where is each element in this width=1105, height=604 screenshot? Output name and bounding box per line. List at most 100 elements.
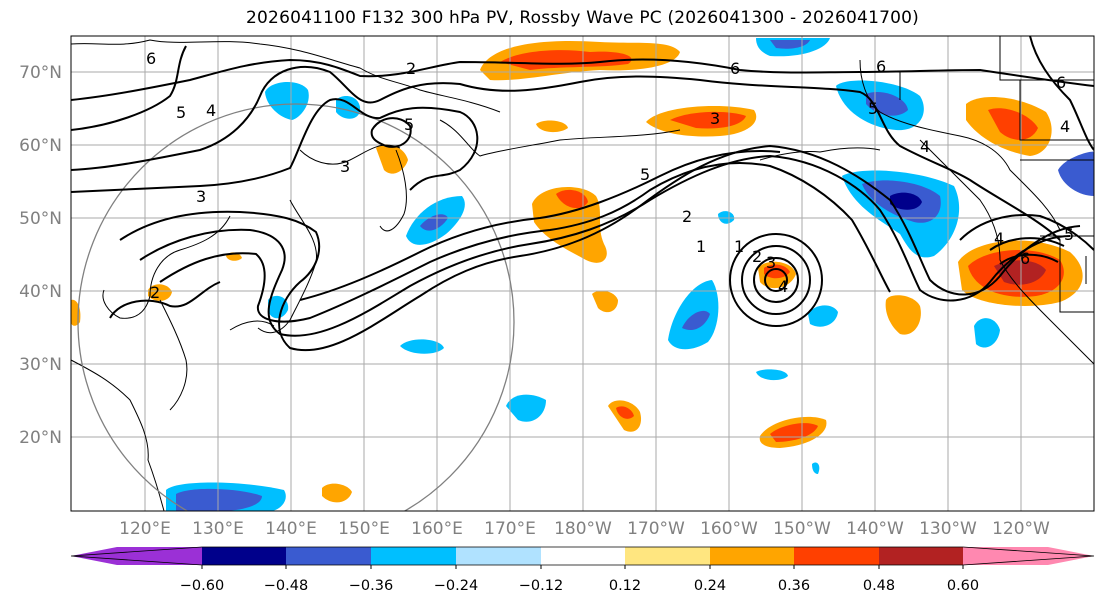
contour-label: 3 (340, 157, 350, 176)
colorbar-tick-label: −0.48 (264, 578, 308, 594)
negative-anomaly (1058, 151, 1094, 196)
contour-label: 6 (1056, 73, 1066, 92)
negative-anomaly (176, 488, 262, 511)
colorbar-tick-label: −0.12 (519, 578, 563, 594)
positive-anomaly (500, 50, 632, 70)
contour-label: 2 (150, 283, 160, 302)
lat-label: 40°N (19, 282, 62, 302)
lon-label: 140°W (846, 519, 904, 539)
lat-label: 50°N (19, 209, 62, 229)
colorbar-segment (879, 547, 963, 565)
contour-label: 5 (868, 99, 878, 118)
negative-anomaly (682, 310, 710, 331)
positive-anomaly (148, 284, 172, 301)
negative-anomaly (812, 462, 820, 474)
colorbar-segment (456, 547, 541, 565)
lon-label: 130°W (919, 519, 977, 539)
colorbar-segment (286, 547, 371, 565)
contour-labels: 6 5 4 2 3 6 6 5 5 4 3 3 5 2 1 1 2 3 4 2 … (146, 49, 1074, 302)
contour-label: 5 (404, 115, 414, 134)
colorbar-segment (963, 547, 1094, 565)
contour-label: 6 (146, 49, 156, 68)
lat-label: 30°N (19, 355, 62, 375)
negative-anomaly (718, 211, 735, 224)
contour-label: 1 (734, 237, 744, 256)
contour-label: 3 (710, 109, 720, 128)
negative-anomaly (336, 96, 361, 119)
contour-label: 3 (766, 253, 776, 272)
contour-label: 4 (206, 101, 216, 120)
lon-label: 160°E (411, 519, 463, 539)
contour-label: 4 (1060, 117, 1070, 136)
positive-anomaly (592, 290, 618, 313)
colorbar-tick-label: −0.24 (434, 578, 478, 594)
contour-label: 1 (696, 237, 706, 256)
longitude-axis: 120°E 130°E 140°E 150°E 160°E 170°E 180°… (119, 519, 1050, 539)
negative-anomaly (770, 40, 810, 49)
positive-anomaly (988, 108, 1038, 140)
colorbar-segment (71, 547, 202, 565)
colorbar-segment (541, 547, 625, 565)
negative-anomaly (506, 394, 546, 422)
lat-label: 70°N (19, 63, 62, 83)
contour-label: 5 (1064, 225, 1074, 244)
negative-anomaly (268, 295, 289, 319)
colorbar-ticks: −0.60 −0.48 −0.36 −0.24 −0.12 0.12 0.24 … (180, 578, 979, 594)
colorbar-tick-label: 0.36 (778, 578, 810, 594)
colorbar-segment (710, 547, 794, 565)
colorbar-tick-label: −0.60 (180, 578, 224, 594)
positive-anomaly (885, 295, 921, 335)
contour-label: 5 (176, 103, 186, 122)
colorbar-tick-label: 0.12 (609, 578, 641, 594)
colorbar-segment (202, 547, 286, 565)
positive-anomaly (536, 120, 568, 133)
colorbar-segment (794, 547, 879, 565)
lat-label: 60°N (19, 136, 62, 156)
negative-anomaly (265, 81, 309, 120)
colorbar (70, 546, 1095, 569)
colorbar-segment (625, 547, 710, 565)
positive-anomaly (376, 144, 408, 174)
lon-label: 120°W (992, 519, 1050, 539)
lon-label: 170°W (627, 519, 685, 539)
contour-label: 5 (640, 165, 650, 184)
negative-anomaly (974, 318, 1000, 348)
graticule (71, 36, 1094, 511)
pv-anomaly-shading (71, 38, 1094, 511)
colorbar-tick-label: 0.60 (947, 578, 979, 594)
colorbar-segment (371, 547, 456, 565)
negative-anomaly (756, 369, 788, 381)
contour-label: 2 (752, 247, 762, 266)
map-content: 6 5 4 2 3 6 6 5 5 4 3 3 5 2 1 1 2 3 4 2 … (71, 36, 1094, 511)
map-frame (70, 35, 1095, 512)
contour-label: 3 (196, 187, 206, 206)
lon-label: 160°W (700, 519, 758, 539)
contour-label: 4 (920, 137, 930, 156)
negative-anomaly (890, 192, 922, 210)
pv-contours (71, 36, 1094, 352)
lon-label: 170°E (484, 519, 536, 539)
lon-label: 140°E (265, 519, 317, 539)
negative-anomaly (808, 305, 838, 327)
lon-label: 150°E (338, 519, 390, 539)
contour-label: 6 (1020, 249, 1030, 268)
lon-label: 180°W (554, 519, 612, 539)
positive-anomaly (670, 111, 746, 129)
lon-label: 150°W (773, 519, 831, 539)
region-circle (77, 103, 515, 511)
positive-anomaly (764, 264, 790, 279)
contour-label: 6 (730, 59, 740, 78)
negative-anomaly (400, 339, 444, 354)
contour-label: 2 (682, 207, 692, 226)
latitude-axis: 70°N 60°N 50°N 40°N 30°N 20°N (19, 63, 62, 448)
map-title: 2026041100 F132 300 hPa PV, Rossby Wave … (246, 8, 919, 28)
contour-label: 4 (994, 229, 1004, 248)
positive-anomaly (322, 483, 352, 503)
colorbar-tick-label: 0.24 (694, 578, 726, 594)
lon-label: 120°E (119, 519, 171, 539)
contour-label: 6 (876, 57, 886, 76)
positive-anomaly (616, 406, 634, 419)
contour-label: 2 (406, 59, 416, 78)
lon-label: 130°E (192, 519, 244, 539)
